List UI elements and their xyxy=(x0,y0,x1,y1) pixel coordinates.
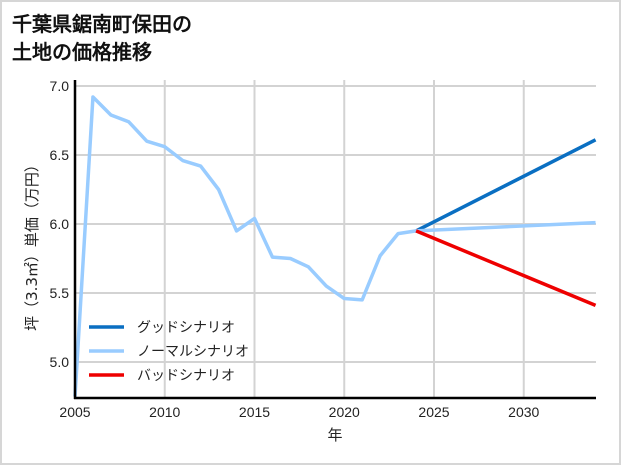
x-tick-label: 2025 xyxy=(418,404,449,420)
series-line-2 xyxy=(415,229,597,308)
legend-label: バッドシナリオ xyxy=(137,368,235,384)
y-tick-label: 5.5 xyxy=(50,285,70,301)
y-tick-label: 5.0 xyxy=(50,354,70,370)
y-axis-label: 坪（3.3㎡）単価（万円） xyxy=(23,157,41,331)
legend-label: グッドシナリオ xyxy=(137,320,235,336)
x-axis-label: 年 xyxy=(327,426,342,444)
x-tick-label: 2005 xyxy=(59,404,90,420)
x-tick-label: 2030 xyxy=(508,404,539,420)
title-line-2: 土地の価格推移 xyxy=(12,40,152,64)
x-tick-label: 2015 xyxy=(239,404,270,420)
y-tick-label: 6.0 xyxy=(50,216,70,232)
x-tick-label: 2020 xyxy=(329,404,360,420)
series-line-0 xyxy=(415,138,597,233)
x-tick-label: 2010 xyxy=(149,404,180,420)
series-line-1 xyxy=(73,95,596,397)
chart-title: 千葉県鋸南町保田の 土地の価格推移 xyxy=(12,10,192,66)
y-tick-label: 7.0 xyxy=(50,78,70,94)
title-line-1: 千葉県鋸南町保田の xyxy=(12,12,192,36)
y-tick-label: 6.5 xyxy=(50,147,70,163)
legend-label: ノーマルシナリオ xyxy=(137,344,249,360)
